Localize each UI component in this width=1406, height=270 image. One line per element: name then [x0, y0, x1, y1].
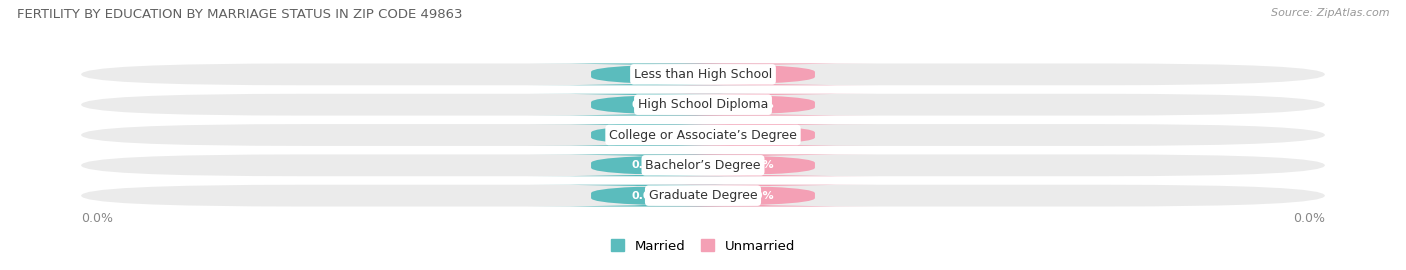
FancyBboxPatch shape: [641, 124, 877, 146]
Text: 0.0%: 0.0%: [744, 69, 775, 79]
Text: 0.0%: 0.0%: [744, 100, 775, 110]
Text: 0.0%: 0.0%: [82, 212, 112, 225]
Text: 0.0%: 0.0%: [744, 130, 775, 140]
FancyBboxPatch shape: [529, 94, 765, 116]
FancyBboxPatch shape: [529, 185, 765, 207]
Text: 0.0%: 0.0%: [631, 100, 662, 110]
Text: Less than High School: Less than High School: [634, 68, 772, 81]
Text: 0.0%: 0.0%: [631, 191, 662, 201]
FancyBboxPatch shape: [82, 94, 1324, 116]
Text: 0.0%: 0.0%: [631, 69, 662, 79]
Text: Bachelor’s Degree: Bachelor’s Degree: [645, 159, 761, 172]
FancyBboxPatch shape: [641, 185, 877, 207]
FancyBboxPatch shape: [529, 63, 765, 85]
FancyBboxPatch shape: [82, 63, 1324, 85]
FancyBboxPatch shape: [82, 124, 1324, 146]
FancyBboxPatch shape: [641, 63, 877, 85]
Text: Source: ZipAtlas.com: Source: ZipAtlas.com: [1271, 8, 1389, 18]
Text: 0.0%: 0.0%: [631, 160, 662, 170]
Legend: Married, Unmarried: Married, Unmarried: [610, 239, 796, 253]
Text: 0.0%: 0.0%: [631, 130, 662, 140]
Text: 0.0%: 0.0%: [744, 160, 775, 170]
FancyBboxPatch shape: [641, 154, 877, 176]
FancyBboxPatch shape: [82, 154, 1324, 176]
Text: High School Diploma: High School Diploma: [638, 98, 768, 111]
Text: Graduate Degree: Graduate Degree: [648, 189, 758, 202]
Text: 0.0%: 0.0%: [1294, 212, 1324, 225]
Text: FERTILITY BY EDUCATION BY MARRIAGE STATUS IN ZIP CODE 49863: FERTILITY BY EDUCATION BY MARRIAGE STATU…: [17, 8, 463, 21]
FancyBboxPatch shape: [529, 154, 765, 176]
Text: College or Associate’s Degree: College or Associate’s Degree: [609, 129, 797, 141]
FancyBboxPatch shape: [641, 94, 877, 116]
FancyBboxPatch shape: [529, 124, 765, 146]
Text: 0.0%: 0.0%: [744, 191, 775, 201]
FancyBboxPatch shape: [82, 185, 1324, 207]
